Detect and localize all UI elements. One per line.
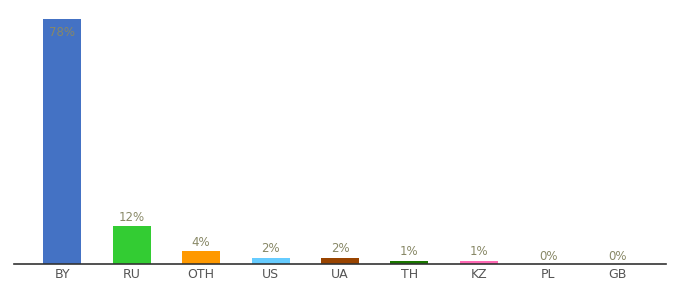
Bar — [460, 261, 498, 264]
Text: 1%: 1% — [469, 245, 488, 258]
Text: 12%: 12% — [119, 211, 145, 224]
Bar — [252, 258, 290, 264]
Text: 78%: 78% — [50, 26, 75, 40]
Text: 0%: 0% — [539, 250, 558, 263]
Text: 0%: 0% — [609, 250, 627, 263]
Text: 2%: 2% — [330, 242, 350, 255]
Bar — [113, 226, 151, 264]
Text: 1%: 1% — [400, 245, 419, 258]
Bar — [182, 251, 220, 264]
Text: 2%: 2% — [261, 242, 280, 255]
Bar — [321, 258, 359, 264]
Bar — [390, 261, 428, 264]
Text: 4%: 4% — [192, 236, 211, 249]
Bar — [44, 19, 82, 264]
